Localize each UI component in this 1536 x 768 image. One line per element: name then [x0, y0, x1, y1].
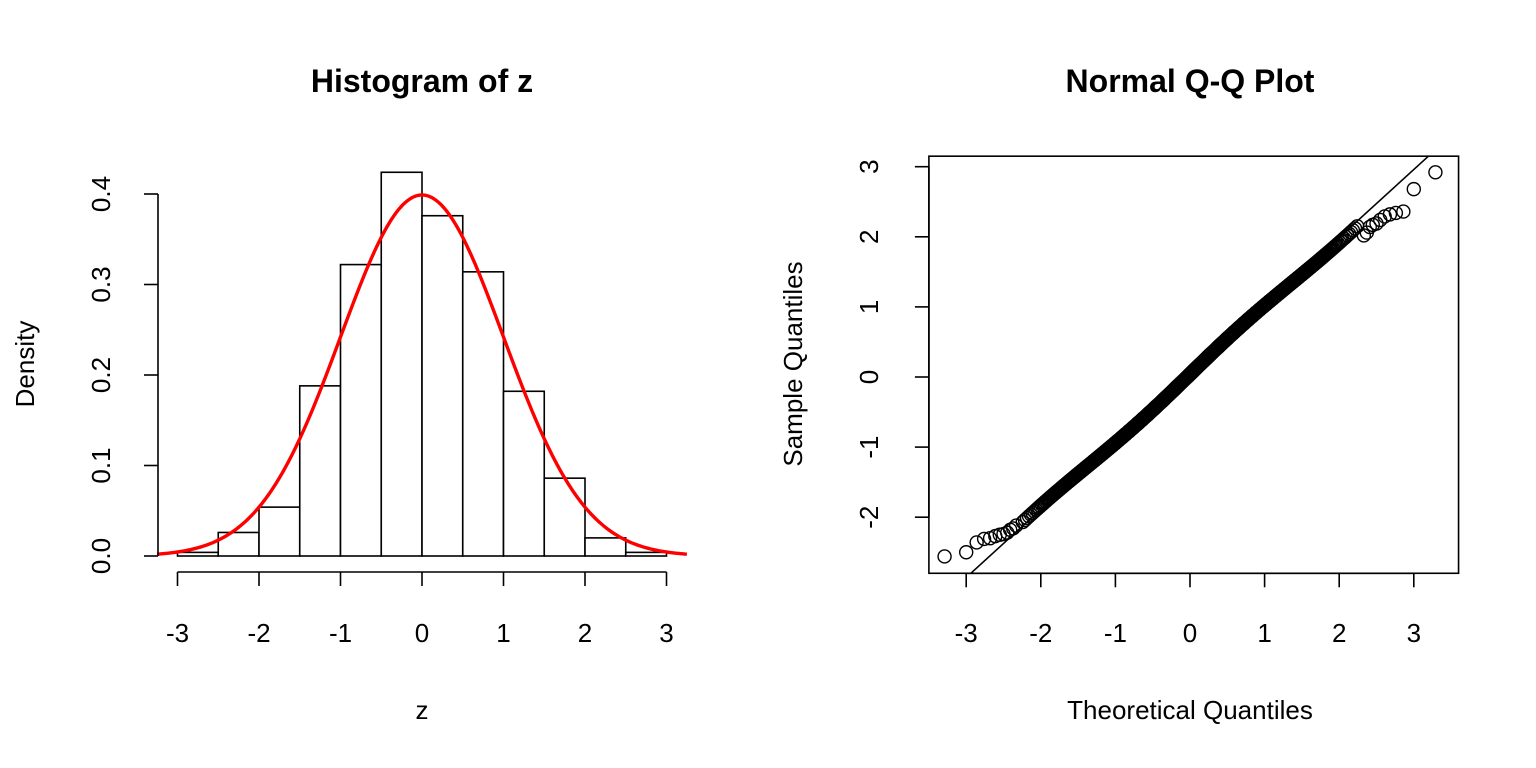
qq-point: [1008, 518, 1024, 533]
qq-x-tick-label: 1: [1257, 618, 1271, 648]
histogram-y-tick-label: 0.3: [86, 266, 116, 302]
qq-y-tick-label: 1: [854, 300, 884, 314]
normal-density-curve: [157, 193, 688, 556]
histogram-x-label: z: [416, 695, 429, 725]
histogram-bar: [624, 551, 668, 557]
histogram-x-tick-label: -3: [166, 618, 189, 648]
histogram-bar: [461, 271, 505, 557]
histogram-bar: [502, 390, 546, 557]
qq-y-tick-label: -1: [854, 436, 884, 459]
histogram-x-tick-label: 0: [415, 618, 429, 648]
qq-y-tick-label: 3: [854, 159, 884, 173]
histogram-bar: [176, 551, 220, 557]
qq-title: Normal Q-Q Plot: [1066, 63, 1315, 99]
histogram-bar: [584, 537, 627, 557]
qq-point: [1005, 521, 1021, 536]
qq-y-axis: -2 -1 0 1 2 3: [854, 159, 930, 529]
histogram-panel: Histogram of z -3 -2 -1 0 1 2 3 0.00.10.20.30.…: [10, 63, 688, 725]
histogram-x-tick-label: 1: [496, 618, 510, 648]
histogram-y-tick-label: 0.1: [86, 447, 116, 483]
histogram-bar: [339, 263, 383, 557]
histogram-y-tick-label: 0.0: [86, 538, 116, 574]
qq-point: [959, 545, 974, 560]
histogram-x-tick-label: -1: [329, 618, 352, 648]
histogram-y-label: Density: [10, 321, 40, 408]
histogram-y-tick-label: 0.2: [86, 357, 116, 393]
histogram-x-tick-label: 3: [659, 618, 673, 648]
histogram-y-axis: 0.0 0.1 0.2 0.3 0.4: [86, 176, 159, 574]
qq-y-tick-label: 0: [854, 370, 884, 384]
histogram-bar: [543, 477, 586, 557]
qq-y-tick-label: -2: [854, 506, 884, 529]
histogram-bars: [176, 171, 668, 557]
qq-x-axis: -3 -2 -1 0 1 2 3: [955, 572, 1421, 648]
qq-y-label: Sample Quantiles: [778, 261, 808, 466]
histogram-title: Histogram of z: [311, 63, 533, 99]
histogram-bar: [258, 506, 301, 557]
qq-point: [1382, 207, 1398, 222]
qq-x-tick-label: 2: [1332, 618, 1346, 648]
qq-x-tick-label: -2: [1029, 618, 1052, 648]
histogram-x-axis: -3 -2 -1 0 1 2 3: [166, 571, 674, 648]
qq-points: [937, 165, 1443, 564]
qq-point: [1373, 212, 1388, 228]
qq-x-label: Theoretical Quantiles: [1067, 695, 1313, 725]
qq-point: [1362, 219, 1377, 235]
histogram-bar: [298, 385, 342, 557]
qq-point: [937, 549, 952, 564]
qq-y-tick-label: 2: [854, 230, 884, 244]
qq-point: [1369, 216, 1384, 231]
qq-x-tick-label: -1: [1104, 618, 1127, 648]
histogram-x-tick-label: -2: [247, 618, 270, 648]
qq-panel: Normal Q-Q Plot -3 -2 -1 0 1 2 3 -2 -1 0 1 2 3 Theo…: [778, 63, 1460, 725]
qq-point: [969, 535, 984, 550]
histogram-x-tick-label: 2: [578, 618, 592, 648]
qq-point: [1406, 181, 1422, 197]
qq-x-tick-label: 3: [1407, 618, 1421, 648]
histogram-bar: [380, 171, 423, 557]
qq-x-tick-label: -3: [955, 618, 978, 648]
histogram-y-tick-label: 0.4: [86, 176, 116, 212]
qq-point: [976, 531, 992, 547]
qq-point: [1428, 165, 1443, 180]
qq-point: [1388, 205, 1404, 221]
qq-point: [1396, 204, 1411, 219]
qq-x-tick-label: 0: [1183, 618, 1197, 648]
histogram-bar: [421, 214, 464, 557]
